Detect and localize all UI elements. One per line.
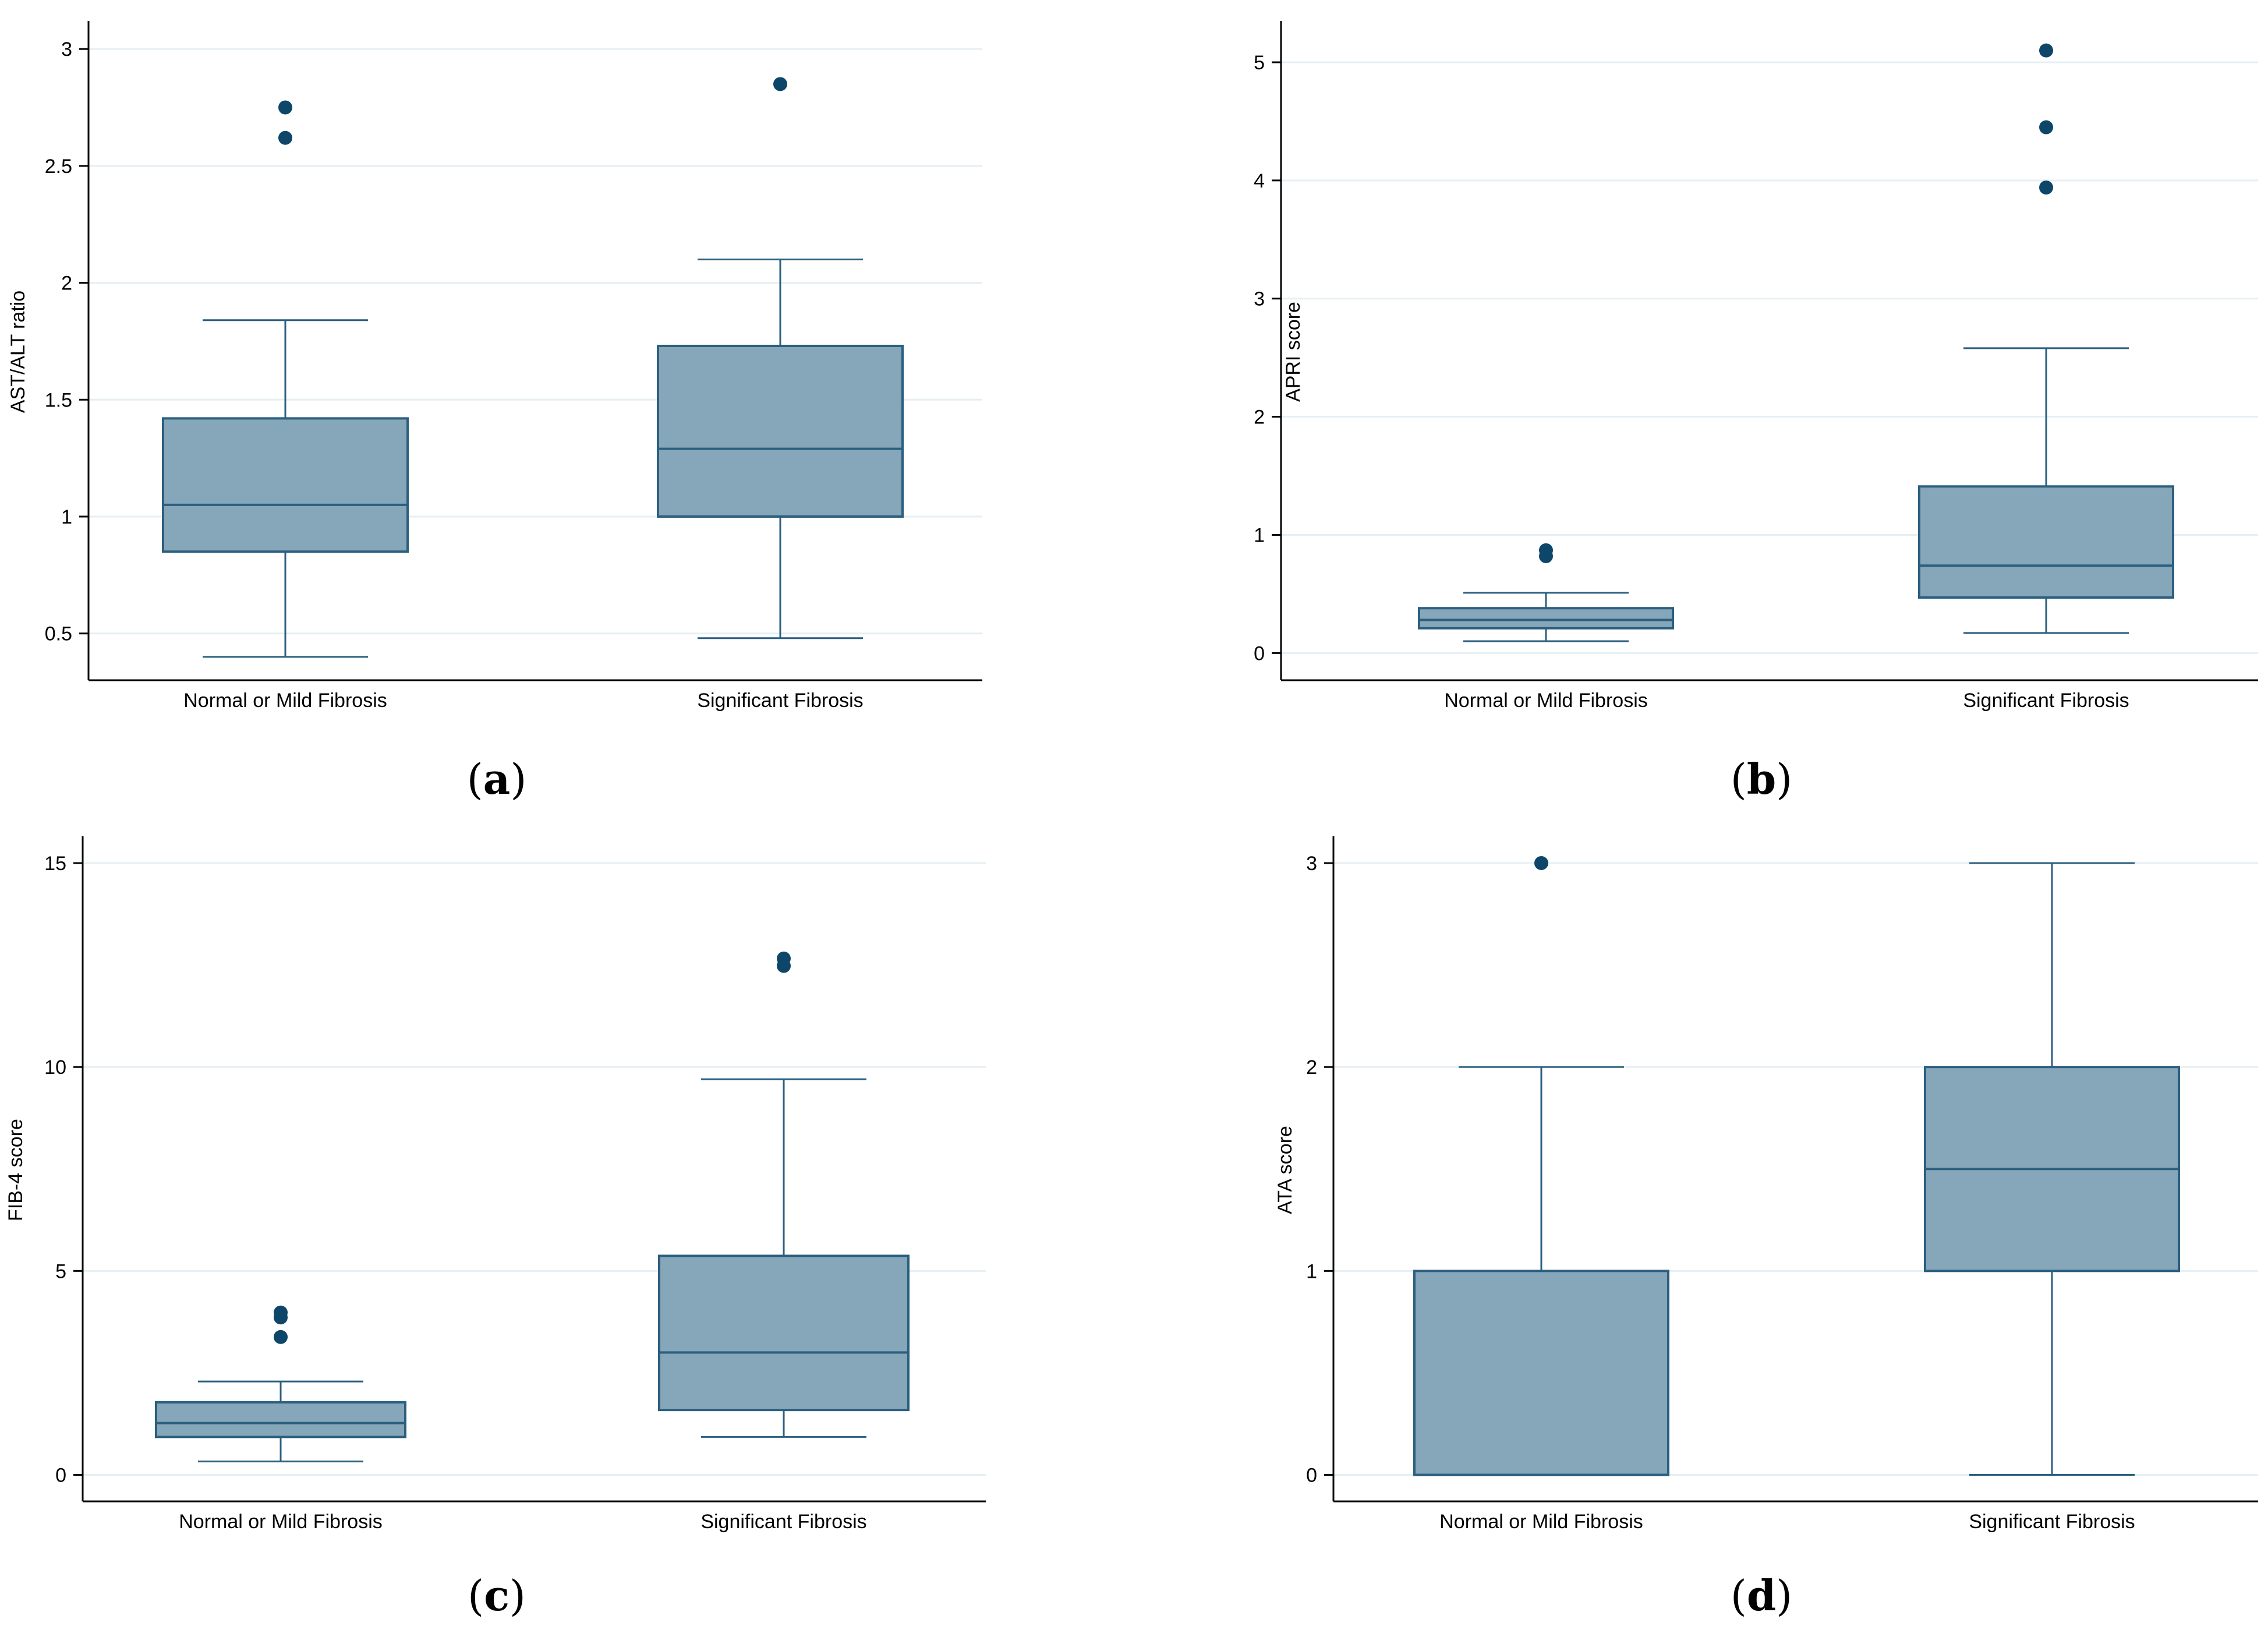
y-tick-label-c-0: 0 [55, 1464, 66, 1486]
y-tick-label-c-2: 10 [44, 1056, 66, 1079]
box-b-0 [1418, 607, 1674, 630]
y-tick-label-b-5: 5 [1254, 52, 1265, 74]
caption-d: (d) [1730, 1571, 1793, 1620]
box-d-0 [1413, 1270, 1669, 1476]
y-tick-label-d-0: 0 [1306, 1464, 1317, 1486]
caption-a: (a) [466, 754, 527, 804]
chart-panel-c: 0 5 10 15 FIB-4 score Normal or Mild Fibrosis… [0, 816, 1134, 1633]
outlier-a-1-0 [773, 77, 787, 91]
x-category-label-c-1: Significant Fibrosis [700, 1511, 866, 1533]
outlier-c-0-2 [274, 1305, 288, 1320]
outlier-b-1-2 [2039, 43, 2053, 58]
outlier-c-1-1 [777, 951, 791, 966]
y-tick-label-b-0: 0 [1254, 642, 1265, 664]
y-tick-label-d-3: 3 [1306, 853, 1317, 875]
x-category-label-a-0: Normal or Mild Fibrosis [183, 690, 387, 712]
y-tick-label-b-3: 3 [1254, 288, 1265, 310]
y-tick-label-d-2: 2 [1306, 1056, 1317, 1079]
box-c-1 [658, 1254, 910, 1412]
outlier-b-1-1 [2039, 120, 2053, 135]
y-tick-label-a-3: 2 [61, 273, 72, 295]
outlier-a-0-1 [278, 100, 292, 115]
y-tick-label-a-2: 1.5 [45, 389, 72, 411]
y-tick-label-a-0: 0.5 [45, 623, 72, 645]
outlier-b-0-1 [1539, 543, 1553, 557]
outlier-d-0-0 [1534, 856, 1548, 871]
chart-c-plot: 0 5 10 15 FIB-4 score Normal or Mild Fibrosis… [5, 836, 986, 1533]
x-category-label-b-0: Normal or Mild Fibrosis [1444, 690, 1648, 712]
chart-panel-b: 0 1 2 3 4 5 APRI score Normal or Mild Fibrosis S… [1134, 0, 2268, 816]
y-tick-label-b-2: 2 [1254, 407, 1265, 429]
y-tick-label-b-1: 1 [1254, 524, 1265, 546]
outlier-b-1-0 [2039, 181, 2053, 195]
y-tick-label-d-1: 1 [1306, 1260, 1317, 1282]
x-category-label-a-1: Significant Fibrosis [697, 690, 863, 712]
y-tick-label-a-1: 1 [61, 506, 72, 528]
chart-panel-a: 0.5 1 1.5 2 2.5 3 AST/ALT ratio Normal or Mild … [0, 0, 1134, 816]
x-category-label-b-1: Significant Fibrosis [1963, 690, 2129, 712]
y-tick-label-c-1: 5 [55, 1260, 66, 1282]
caption-c: (c) [467, 1571, 526, 1620]
chart-d-plot: 0 1 2 3 ATA score Normal or Mild Fibrosis Sign… [1274, 836, 2258, 1533]
outlier-c-0-0 [274, 1330, 288, 1344]
y-axis-title-c: FIB-4 score [5, 1119, 27, 1221]
chart-panel-d: 0 1 2 3 ATA score Normal or Mild Fibrosis Sign… [1134, 816, 2268, 1633]
box-a-1 [657, 344, 904, 518]
y-axis-title-b: APRI score [1282, 302, 1304, 402]
caption-b: (b) [1730, 754, 1793, 804]
y-tick-label-a-4: 2.5 [45, 155, 72, 178]
y-axis-title-d: ATA score [1274, 1126, 1296, 1214]
box-c-0 [155, 1401, 406, 1438]
y-tick-label-c-3: 15 [44, 853, 66, 875]
x-category-label-c-0: Normal or Mild Fibrosis [179, 1511, 383, 1533]
chart-b-plot: 0 1 2 3 4 5 APRI score Normal or Mild Fibrosis S… [1254, 21, 2258, 712]
x-category-label-d-0: Normal or Mild Fibrosis [1439, 1511, 1643, 1533]
y-tick-label-b-4: 4 [1254, 170, 1265, 192]
x-category-label-d-1: Significant Fibrosis [1969, 1511, 2135, 1533]
y-axis-title-a: AST/ALT ratio [7, 291, 29, 413]
y-tick-label-a-5: 3 [61, 38, 72, 61]
chart-a-plot: 0.5 1 1.5 2 2.5 3 AST/ALT ratio Normal or Mild … [7, 21, 982, 712]
box-b-1 [1918, 485, 2174, 599]
box-a-0 [162, 417, 409, 553]
outlier-a-0-0 [278, 130, 292, 145]
